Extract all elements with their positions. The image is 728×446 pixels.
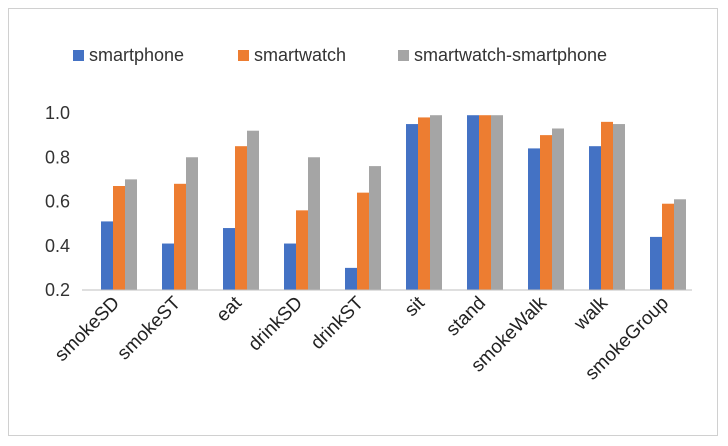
bar-smartphone-drinkST [345, 267, 357, 290]
y-tick-label: 0.8 [45, 147, 70, 167]
y-tick-label: 0.2 [45, 280, 70, 300]
y-tick-label: 0.4 [45, 236, 70, 256]
bar-smartwatch-smartphone-stand [491, 115, 503, 291]
legend-label-smartwatch: smartwatch [254, 45, 346, 65]
bar-smartwatch-smartphone-sit [430, 115, 442, 291]
bar-smartwatch-sit [418, 117, 430, 290]
bar-smartphone-smokeWalk [528, 148, 540, 290]
y-axis: 0.2 0.4 0.6 0.8 1.0 [45, 103, 70, 300]
bar-smartwatch-smartphone-smokeSD [125, 179, 137, 290]
legend-swatch-smartphone [73, 50, 84, 61]
y-tick-label: 0.6 [45, 192, 70, 212]
x-tick-label-drinkST: drinkST [307, 292, 368, 353]
x-tick-label-smokeSD: smokeSD [51, 293, 124, 366]
bar-smartphone-eat [223, 228, 235, 290]
bar-smartwatch-smartphone-walk [613, 124, 625, 290]
bar-smartphone-smokeST [162, 243, 174, 290]
bar-smartwatch-smokeSD [113, 186, 125, 290]
bar-smartwatch-smokeGroup [662, 203, 674, 290]
legend-swatch-smartwatch-smartphone [398, 50, 409, 61]
legend-swatch-smartwatch [238, 50, 249, 61]
x-tick-label-eat: eat [213, 292, 247, 326]
bars [101, 115, 686, 291]
legend-label-smartwatch-smartphone: smartwatch-smartphone [414, 45, 607, 65]
bar-smartwatch-drinkSD [296, 210, 308, 290]
y-tick-label: 1.0 [45, 103, 70, 123]
legend: smartphone smartwatch smartwatch-smartphon… [73, 45, 607, 65]
bar-smartwatch-smartphone-smokeWalk [552, 128, 564, 290]
bar-smartwatch-smartphone-smokeGroup [674, 199, 686, 290]
bar-smartwatch-smokeWalk [540, 135, 552, 290]
bar-smartphone-drinkSD [284, 243, 296, 290]
bar-smartphone-walk [589, 146, 601, 290]
bar-smartwatch-smartphone-drinkST [369, 166, 381, 290]
bar-smartwatch-smokeST [174, 183, 186, 290]
bar-smartwatch-smartphone-drinkSD [308, 157, 320, 290]
bar-smartphone-stand [467, 115, 479, 291]
bar-smartphone-sit [406, 124, 418, 290]
bar-smartphone-smokeGroup [650, 236, 662, 290]
bar-smartwatch-smartphone-eat [247, 130, 259, 290]
x-tick-label-walk: walk [570, 292, 613, 335]
bar-smartphone-smokeSD [101, 221, 113, 290]
legend-label-smartphone: smartphone [89, 45, 184, 65]
x-tick-label-smokeST: smokeST [113, 292, 185, 364]
bar-smartwatch-drinkST [357, 192, 369, 290]
bar-smartwatch-walk [601, 121, 613, 290]
bar-smartwatch-smartphone-smokeST [186, 157, 198, 290]
bar-smartwatch-eat [235, 146, 247, 290]
x-tick-label-drinkSD: drinkSD [244, 293, 307, 356]
bar-smartwatch-stand [479, 115, 491, 291]
x-tick-label-sit: sit [401, 292, 430, 321]
x-tick-label-stand: stand [442, 293, 490, 341]
